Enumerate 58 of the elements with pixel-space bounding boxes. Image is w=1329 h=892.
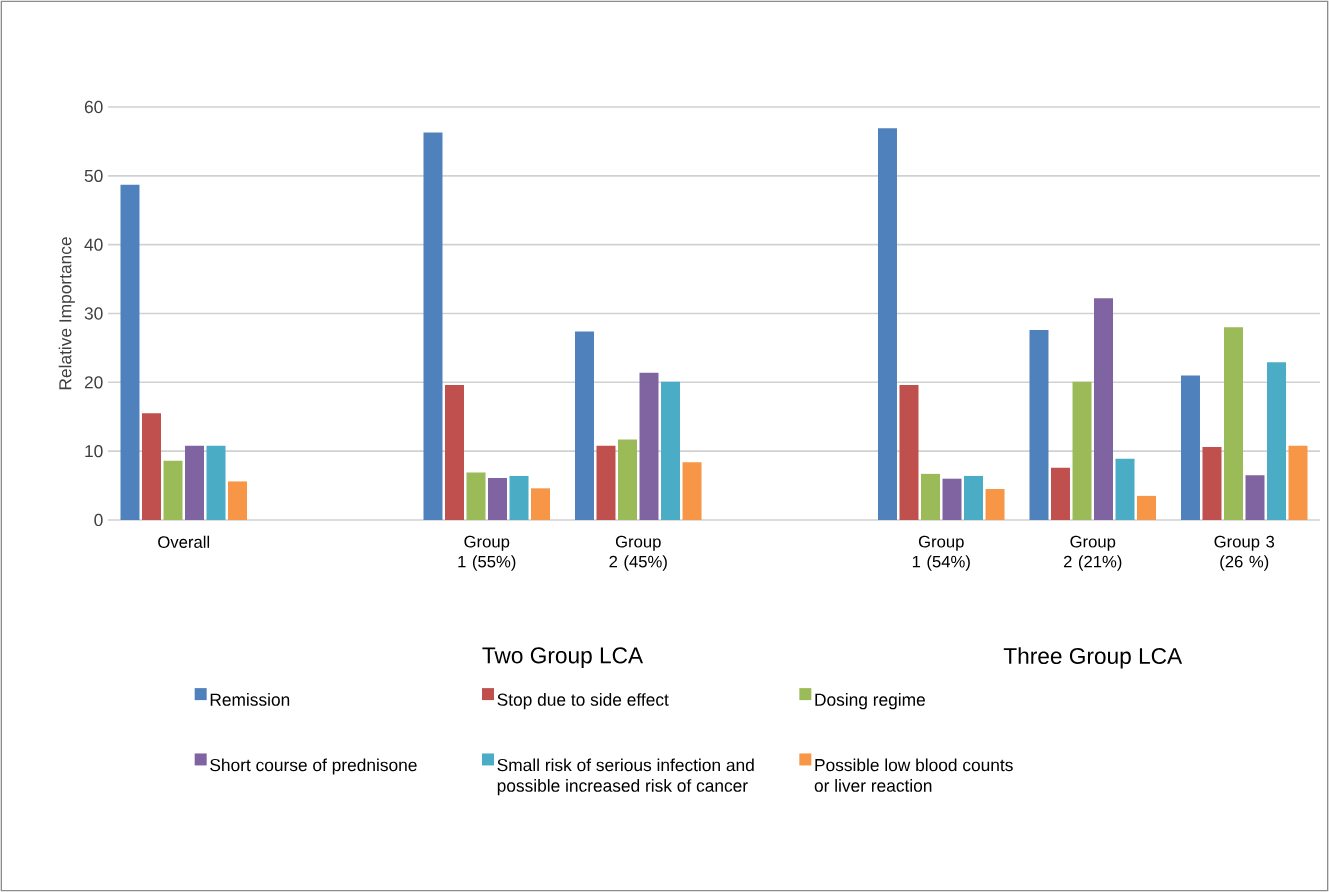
legend-label: Small risk of serious infection and possible increased risk of cancer — [497, 758, 754, 796]
x-tick-label: Group 1 (54%) — [912, 535, 970, 571]
legend-label: Remission — [210, 693, 290, 706]
x-tick-label: Overall — [158, 535, 210, 548]
bar — [141, 413, 161, 520]
y-tick-label: 30 — [84, 307, 103, 320]
bar — [1029, 330, 1049, 520]
y-tick-label: 60 — [84, 100, 103, 114]
x-tick-label: Group 2 (21%) — [1063, 535, 1122, 571]
bar — [942, 478, 962, 520]
bar — [899, 385, 919, 520]
bar — [682, 462, 702, 520]
x-tick-label: Group 1 (55%) — [458, 535, 516, 571]
bar — [639, 372, 659, 520]
bar — [445, 385, 464, 520]
bar — [1094, 298, 1113, 520]
y-tick-label: 0 — [94, 513, 103, 527]
y-tick-label: 50 — [84, 169, 103, 182]
bar — [921, 473, 940, 520]
bar — [185, 445, 205, 520]
bar — [1137, 495, 1157, 520]
bar — [509, 475, 529, 520]
x-tick-label: Group 3 (26 %) — [1214, 535, 1275, 571]
bar — [466, 472, 486, 520]
legend-label: Short course of prednisone — [210, 758, 417, 775]
bar — [423, 132, 443, 520]
y-tick-label: 10 — [85, 445, 103, 458]
bar — [206, 445, 226, 520]
bar — [877, 128, 897, 520]
bar — [1202, 447, 1222, 520]
bar — [1050, 467, 1070, 520]
legend-label: Stop due to side effect — [497, 693, 669, 710]
bar — [964, 475, 984, 520]
bar — [1245, 475, 1265, 520]
text: Three Group LCA — [1003, 647, 1183, 669]
bar — [985, 489, 1005, 520]
bar — [618, 439, 637, 520]
text: Two Group LCA — [482, 647, 644, 668]
bar — [1072, 381, 1092, 520]
bar — [228, 481, 248, 520]
bar — [1223, 327, 1243, 520]
x-tick-label: Group 2 (45%) — [609, 535, 667, 571]
y-tick-label: 40 — [84, 238, 103, 251]
bar — [661, 381, 681, 520]
bar — [163, 460, 183, 520]
bar — [1115, 458, 1135, 520]
bar — [1288, 445, 1308, 520]
bar — [574, 331, 594, 520]
bar — [531, 488, 551, 520]
y-tick-label: 20 — [84, 376, 103, 389]
legend-label: Dosing regime — [815, 693, 925, 710]
bar — [1180, 375, 1200, 520]
legend-label: Possible low blood counts or liver reaction — [814, 758, 1013, 792]
bar — [120, 184, 140, 520]
bar — [596, 445, 616, 520]
bar — [1267, 362, 1287, 520]
bar — [488, 478, 508, 520]
y-axis-title: Relative Importance — [58, 237, 75, 390]
